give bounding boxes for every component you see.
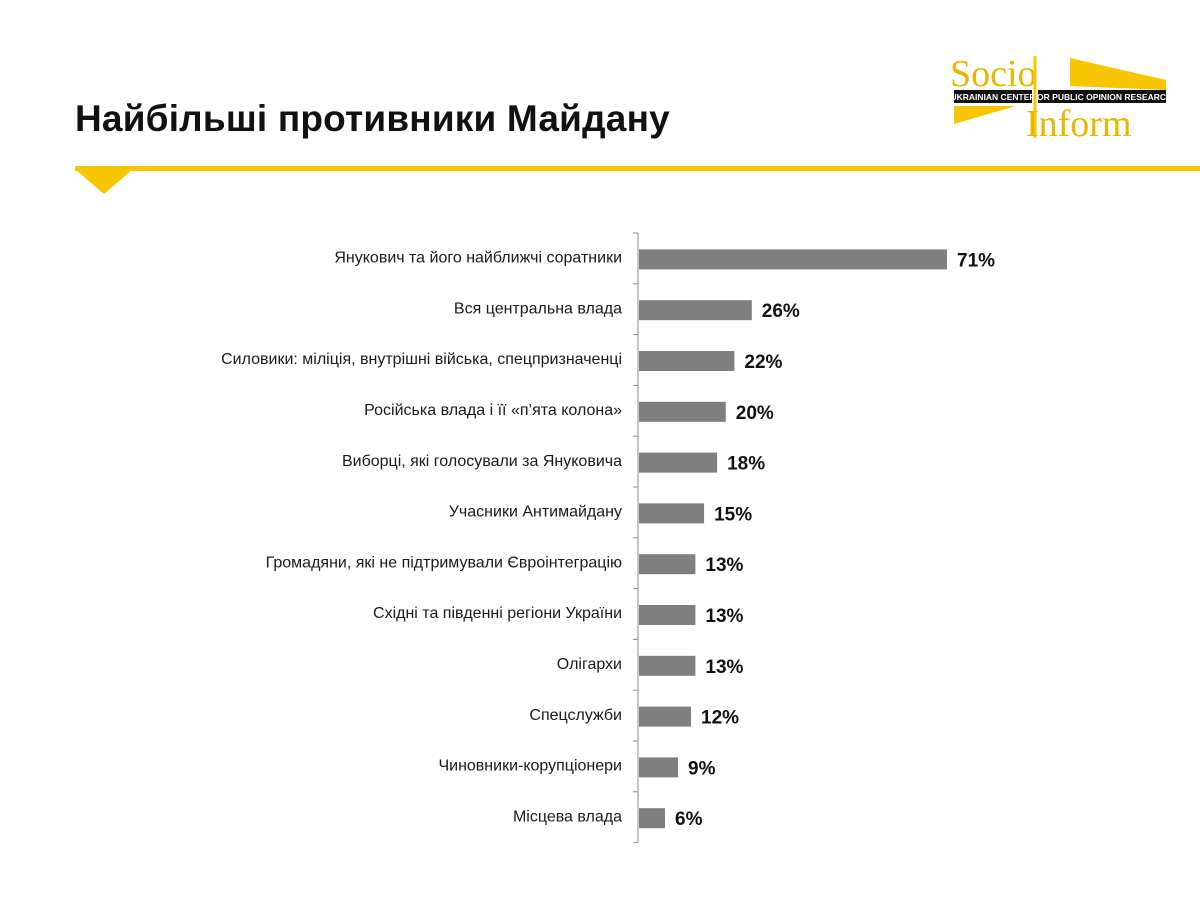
bar	[639, 249, 947, 270]
page-title: Найбільші противники Майдану	[75, 98, 670, 139]
title-underline	[75, 166, 1200, 171]
category-label: Учасники Антимайдану	[449, 504, 622, 521]
category-label: Виборці, які голосували за Януковича	[342, 453, 622, 470]
bar	[639, 655, 696, 676]
category-label: Янукович та його найближчі соратники	[334, 250, 622, 267]
category-label: Громадяни, які не підтримували Євроінтег…	[266, 554, 622, 571]
bar	[639, 808, 666, 829]
data-label: 22%	[744, 352, 782, 373]
category-label: Вся центральна влада	[454, 300, 622, 317]
logo-band-left-text: UKRAINIAN CENTER	[951, 92, 1036, 102]
data-label: 26%	[762, 301, 800, 322]
bar	[639, 554, 696, 575]
data-label: 13%	[705, 606, 743, 627]
category-label: Олігархи	[557, 656, 622, 673]
category-label: Російська влада і її «п’ята колона»	[364, 402, 622, 419]
logo-yellow-wedge-bottom	[954, 106, 1016, 124]
logo-band-left	[954, 90, 1032, 103]
category-label: Силовики: міліція, внутрішні війська, сп…	[221, 351, 622, 368]
chart-axis-group	[633, 232, 639, 844]
data-label: 13%	[705, 555, 743, 576]
bar	[639, 503, 705, 524]
bar	[639, 401, 726, 422]
value-labels-group: 71% 26% 22% 20% 18% 15% 13% 13% 13% 12% 9% 6%	[675, 250, 995, 830]
data-label: 20%	[736, 403, 774, 424]
chart-bars-group	[639, 249, 947, 829]
logo-yellow-wedge-top	[1070, 58, 1166, 90]
socioinform-logo: Socio UKRAINIAN CENTER FOR PUBLIC OPINIO…	[950, 53, 1170, 142]
data-label: 6%	[675, 809, 703, 830]
data-label: 15%	[714, 504, 752, 525]
data-label: 12%	[701, 708, 739, 729]
bar	[639, 351, 735, 371]
data-label: 18%	[727, 454, 765, 475]
bar	[639, 757, 679, 778]
logo-word-socio: Socio	[950, 53, 1037, 95]
logo-word-inform: Inform	[1026, 103, 1132, 142]
category-label: Місцева влада	[513, 808, 622, 825]
category-labels-group: Янукович та його найближчі соратники Вся …	[221, 250, 622, 826]
category-label: Чиновники-корупціонери	[438, 758, 622, 775]
data-label: 9%	[688, 758, 716, 779]
bar	[639, 706, 692, 727]
logo-band-right	[1038, 90, 1166, 103]
data-label: 71%	[957, 250, 995, 271]
category-label: Спецслужби	[529, 707, 622, 724]
bar	[639, 605, 696, 625]
data-label: 13%	[705, 657, 743, 678]
logo-band-right-text: FOR PUBLIC OPINION RESEARCH	[1032, 92, 1170, 102]
bar	[639, 452, 718, 473]
bar	[639, 300, 752, 321]
category-label: Східні та південні регіони України	[373, 605, 622, 622]
title-notch-marker	[76, 170, 132, 194]
